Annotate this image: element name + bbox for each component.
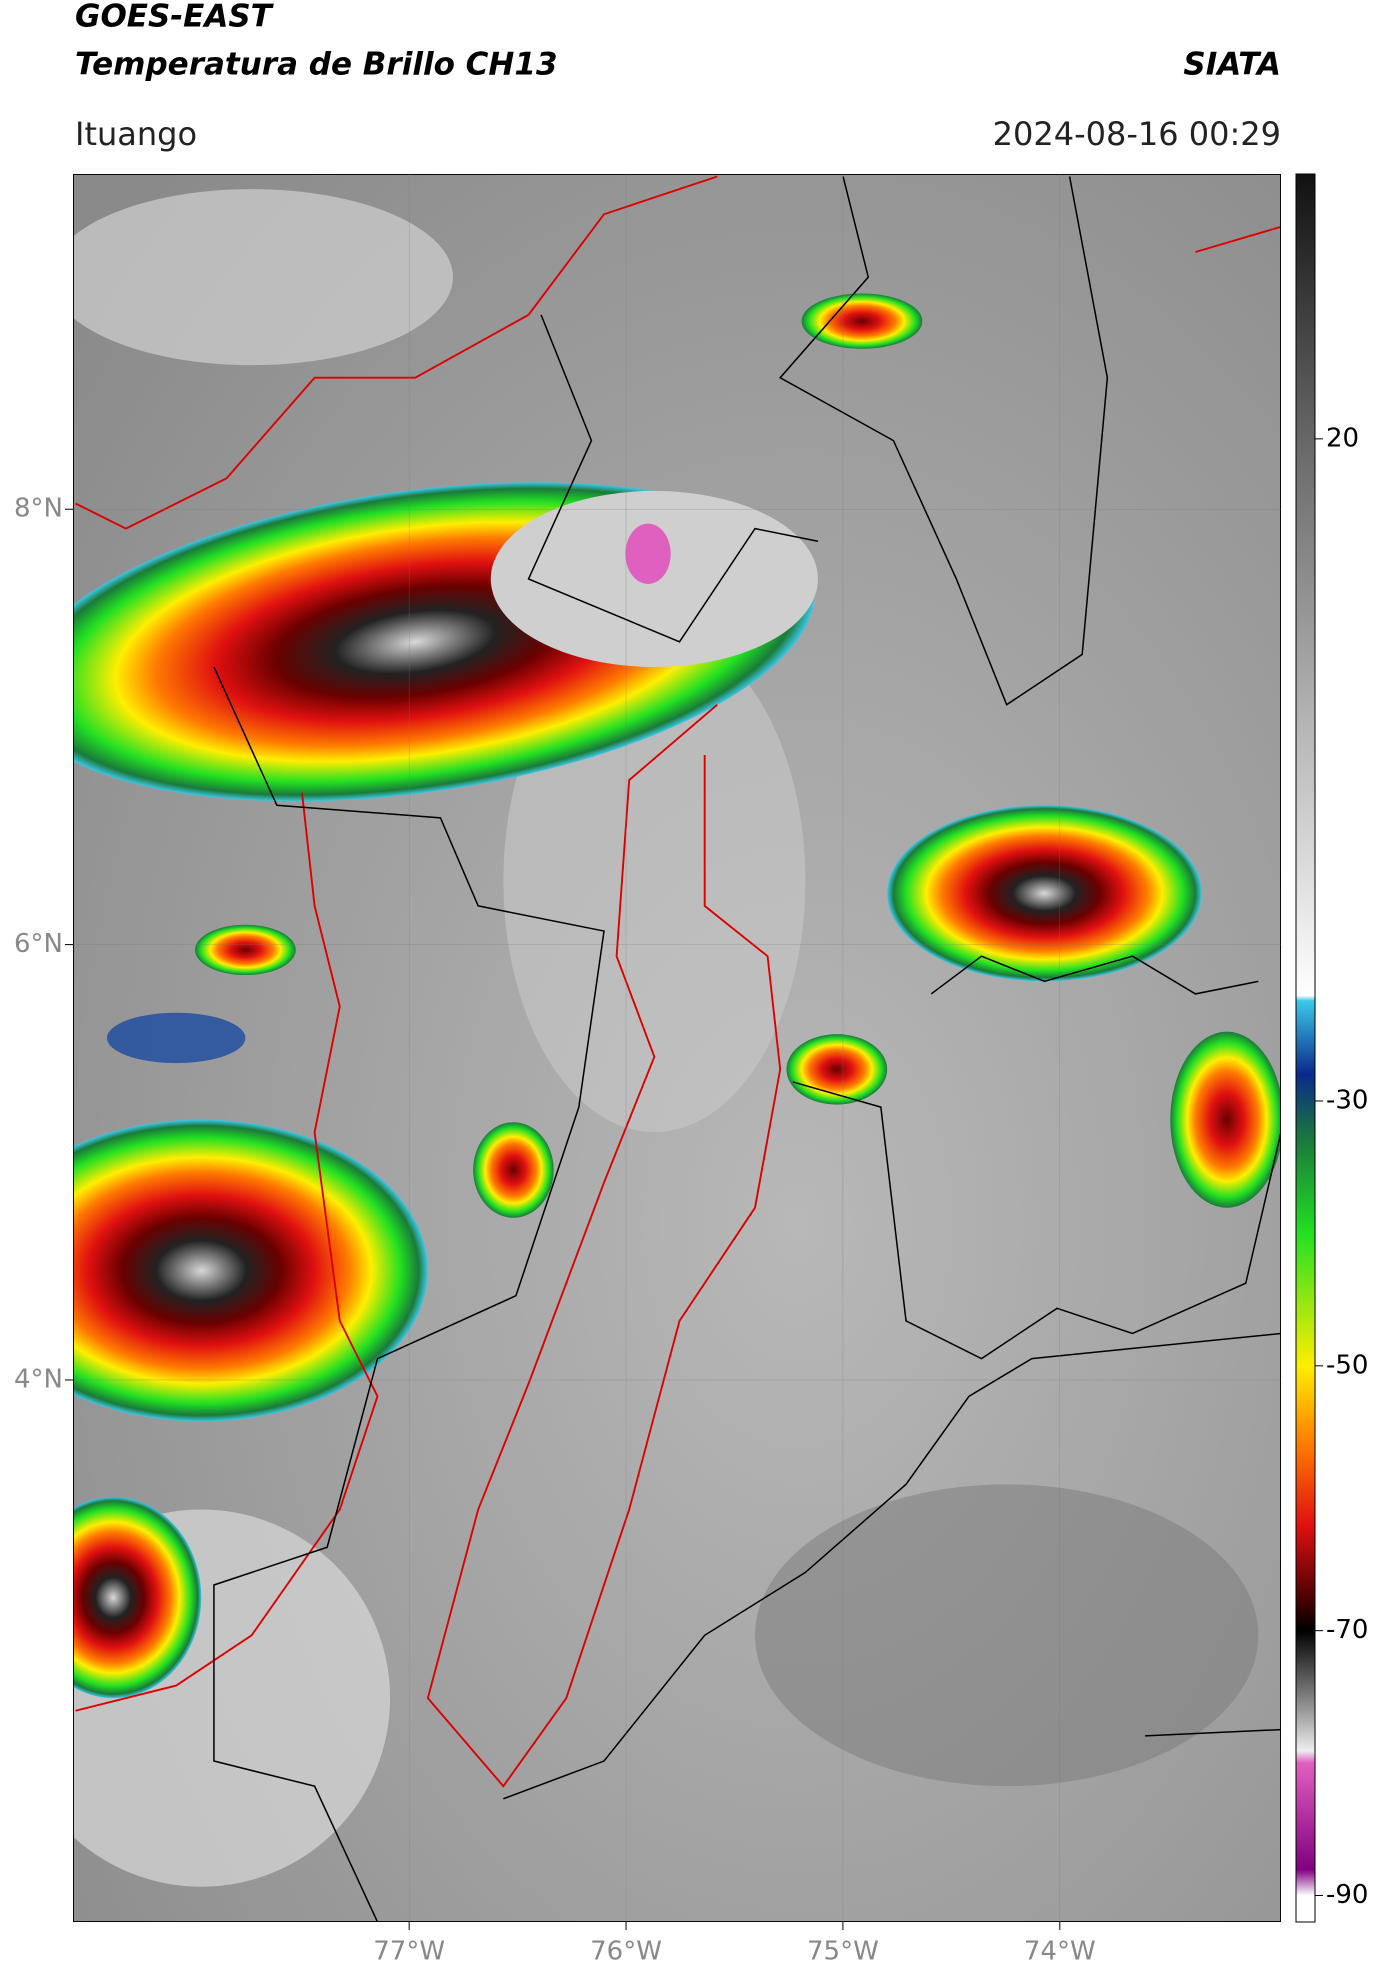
y-tick-label: 4°N	[14, 1364, 63, 1394]
y-tick-label: 8°N	[14, 494, 63, 524]
subtitle: Temperatura de Brillo CH13	[75, 47, 558, 83]
colorbar	[1295, 173, 1316, 1923]
colorbar-tick-label: -30	[1326, 1085, 1368, 1115]
colorbar-tick-label: -90	[1326, 1880, 1368, 1910]
x-tick-label: 75°W	[807, 1937, 879, 1967]
title: GOES-EAST	[75, 0, 275, 35]
colorbar-tick-label: 20	[1326, 423, 1359, 453]
x-tick-label: 76°W	[590, 1937, 662, 1967]
source: SIATA	[1183, 47, 1281, 83]
y-tick-label: 6°N	[14, 929, 63, 959]
timestamp: 2024-08-16 00:29	[993, 115, 1281, 153]
x-tick-label: 74°W	[1024, 1937, 1096, 1967]
colorbar-tick-label: -50	[1326, 1350, 1368, 1380]
satellite-image	[73, 174, 1281, 1922]
colorbar-tick-label: -70	[1326, 1615, 1368, 1645]
region: Ituango	[75, 115, 197, 153]
x-tick-label: 77°W	[373, 1937, 445, 1967]
